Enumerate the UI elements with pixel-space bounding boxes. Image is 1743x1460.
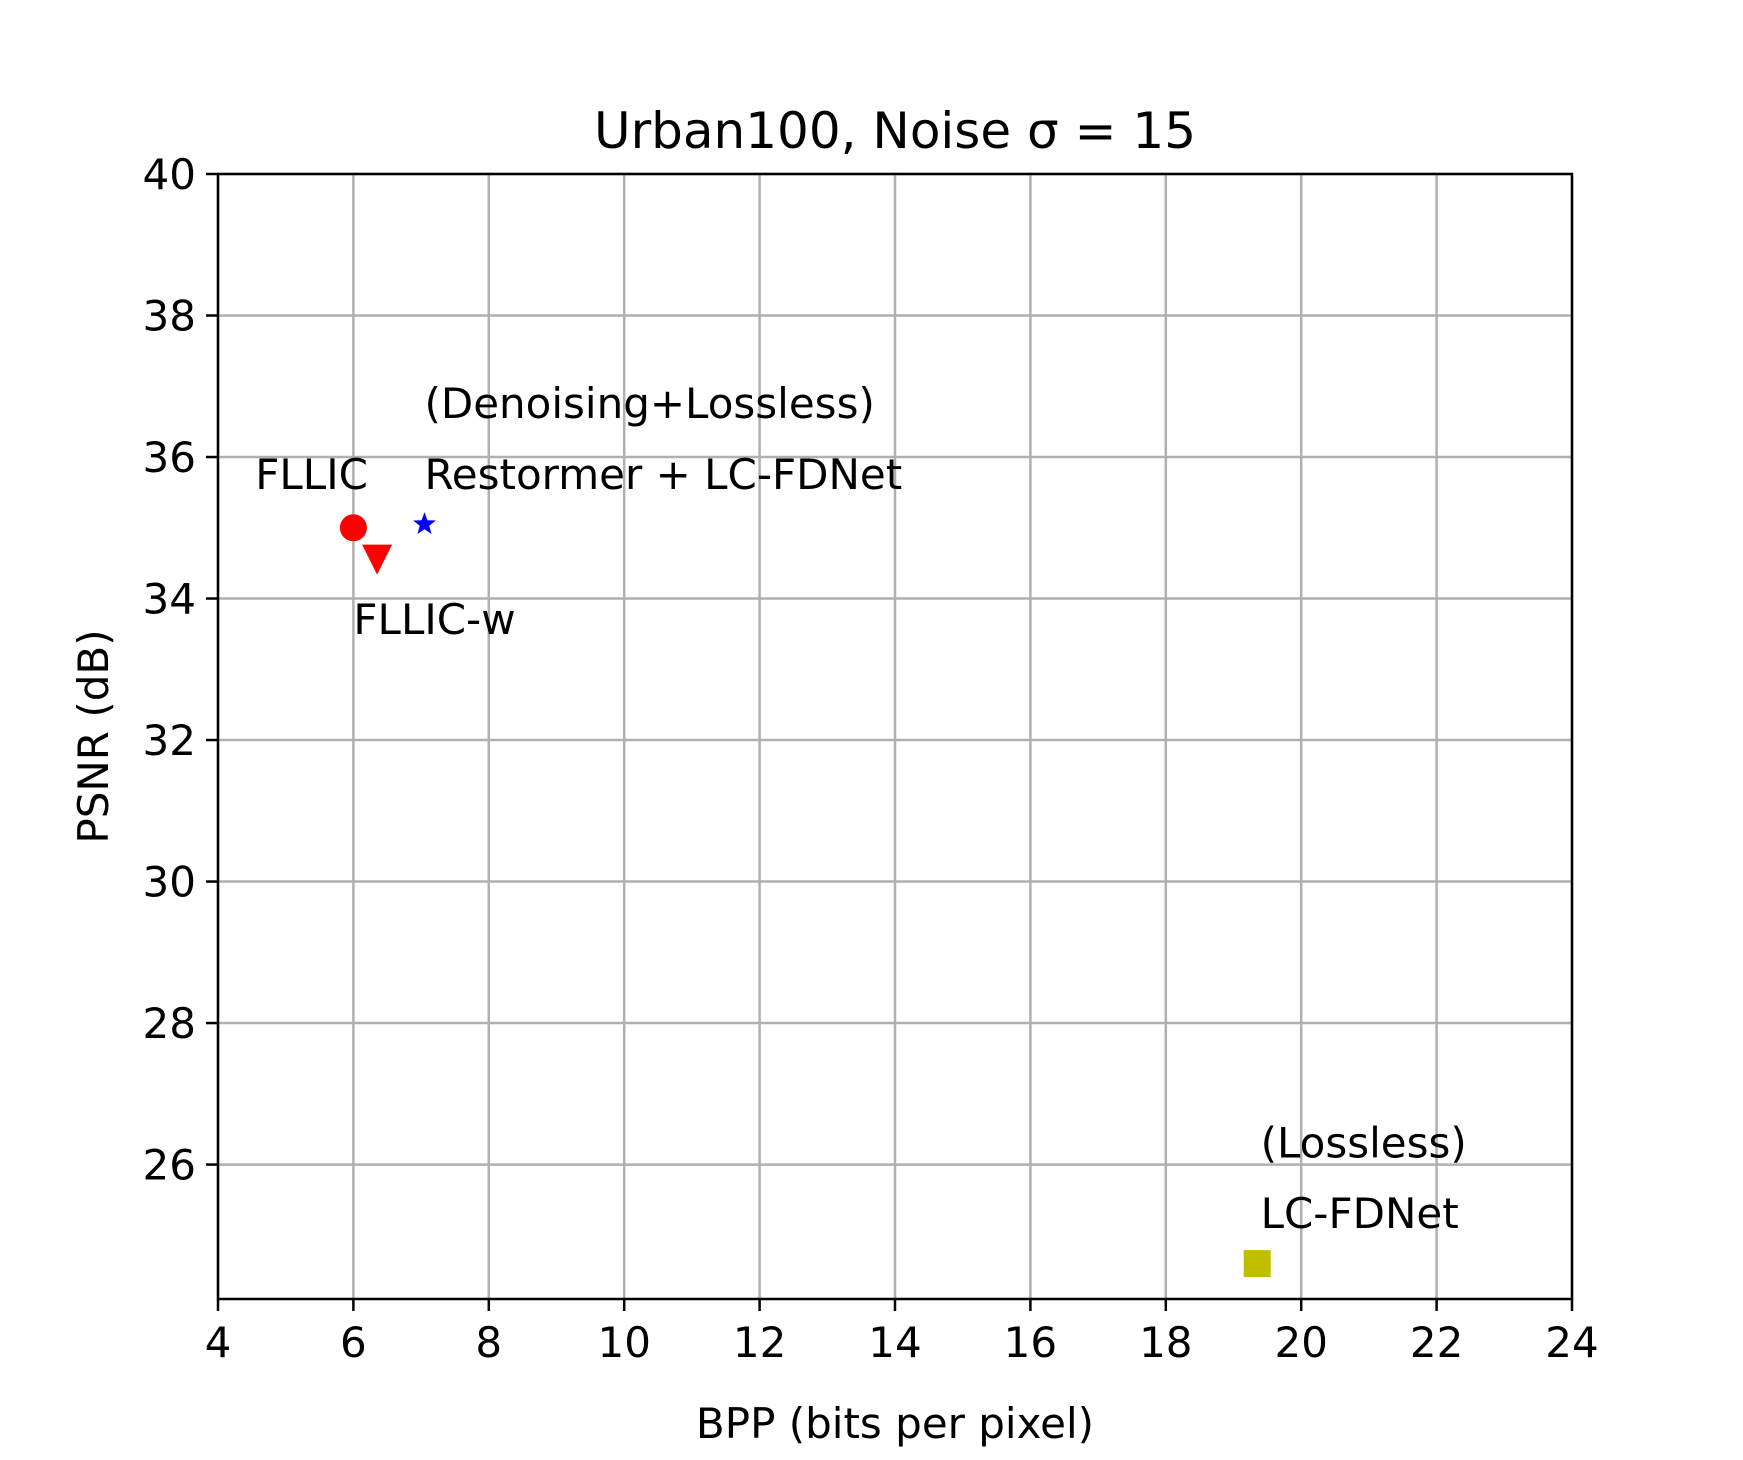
y-tick-label: 32 (143, 716, 196, 765)
annotation-label: LC-FDNet (1261, 1189, 1459, 1238)
plot-frame (216, 172, 1574, 1301)
y-tick-label: 28 (143, 999, 196, 1048)
y-tick-label: 40 (143, 150, 196, 199)
data-points (339, 512, 1271, 1278)
annotation-label: Restormer + LC-FDNet (424, 450, 902, 499)
point-fllic-w (362, 544, 393, 575)
x-tick-label: 16 (1004, 1318, 1057, 1367)
x-tick-label: 20 (1274, 1318, 1327, 1367)
x-tick-label: 8 (475, 1318, 502, 1367)
y-tick-label: 26 (143, 1141, 196, 1190)
annotation-label: (Lossless) (1261, 1118, 1467, 1167)
x-tick-label: 18 (1139, 1318, 1192, 1367)
y-tick-label: 36 (143, 433, 196, 482)
x-tick-label: 10 (597, 1318, 650, 1367)
y-tick-label: 38 (143, 292, 196, 341)
annotation-label: FLLIC-w (353, 595, 515, 644)
point-fllic (339, 514, 367, 542)
annotation-label: FLLIC (255, 450, 368, 499)
x-tick-label: 6 (340, 1318, 367, 1367)
x-tick-label: 12 (733, 1318, 786, 1367)
x-tick-label: 14 (868, 1318, 921, 1367)
y-tick-label: 34 (143, 575, 196, 624)
annotation-label: (Denoising+Lossless) (424, 379, 874, 428)
axis-ticks: 4 6 8 10 12 14 16 18 20 22 24 26 28 30 32 34 36 38 40 (143, 150, 1599, 1367)
chart-title: Urban100, Noise σ = 15 (594, 102, 1196, 160)
x-tick-label: 4 (205, 1318, 232, 1367)
annotations: FLLIC FLLIC-w (Denoising+Lossless) Restorme… (255, 379, 1467, 1238)
y-axis-label: PSNR (dB) (69, 629, 118, 843)
x-axis-label: BPP (bits per pixel) (696, 1399, 1094, 1448)
point-restormer-lc-fdnet (413, 512, 436, 534)
x-tick-label: 24 (1545, 1318, 1598, 1367)
x-tick-label: 22 (1410, 1318, 1463, 1367)
y-tick-label: 30 (143, 858, 196, 907)
point-lc-fdnet (1243, 1250, 1271, 1278)
